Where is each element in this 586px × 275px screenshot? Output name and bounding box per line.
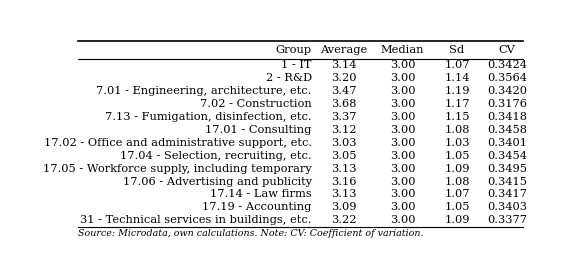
Text: 3.16: 3.16	[331, 177, 356, 186]
Text: 7.01 - Engineering, architecture, etc.: 7.01 - Engineering, architecture, etc.	[96, 86, 312, 96]
Text: 3.14: 3.14	[331, 60, 356, 70]
Text: 0.3458: 0.3458	[487, 125, 527, 135]
Text: 0.3418: 0.3418	[487, 112, 527, 122]
Text: Sd: Sd	[449, 45, 465, 55]
Text: 3.00: 3.00	[390, 164, 415, 174]
Text: 17.01 - Consulting: 17.01 - Consulting	[205, 125, 312, 135]
Text: 1.09: 1.09	[444, 164, 470, 174]
Text: 0.3415: 0.3415	[487, 177, 527, 186]
Text: 3.09: 3.09	[331, 202, 356, 212]
Text: 1.07: 1.07	[444, 189, 470, 199]
Text: 3.00: 3.00	[390, 202, 415, 212]
Text: 3.00: 3.00	[390, 138, 415, 148]
Text: 3.00: 3.00	[390, 215, 415, 225]
Text: 0.3424: 0.3424	[487, 60, 527, 70]
Text: 7.13 - Fumigation, disinfection, etc.: 7.13 - Fumigation, disinfection, etc.	[105, 112, 312, 122]
Text: 1.07: 1.07	[444, 60, 470, 70]
Text: 0.3417: 0.3417	[487, 189, 527, 199]
Text: 3.00: 3.00	[390, 112, 415, 122]
Text: 17.04 - Selection, recruiting, etc.: 17.04 - Selection, recruiting, etc.	[120, 151, 312, 161]
Text: 3.00: 3.00	[390, 73, 415, 83]
Text: 0.3401: 0.3401	[487, 138, 527, 148]
Text: 1.17: 1.17	[444, 99, 470, 109]
Text: Average: Average	[320, 45, 367, 55]
Text: 3.13: 3.13	[331, 164, 356, 174]
Text: 1.19: 1.19	[444, 86, 470, 96]
Text: 3.20: 3.20	[331, 73, 356, 83]
Text: 17.05 - Workforce supply, including temporary: 17.05 - Workforce supply, including temp…	[43, 164, 312, 174]
Text: 1.15: 1.15	[444, 112, 470, 122]
Text: 3.00: 3.00	[390, 151, 415, 161]
Text: 1.14: 1.14	[444, 73, 470, 83]
Text: 3.00: 3.00	[390, 99, 415, 109]
Text: 1.08: 1.08	[444, 177, 470, 186]
Text: 0.3377: 0.3377	[487, 215, 527, 225]
Text: 3.00: 3.00	[390, 86, 415, 96]
Text: 0.3176: 0.3176	[487, 99, 527, 109]
Text: 17.02 - Office and administrative support, etc.: 17.02 - Office and administrative suppor…	[43, 138, 312, 148]
Text: 17.14 - Law firms: 17.14 - Law firms	[210, 189, 312, 199]
Text: Source: Microdata, own calculations. Note: CV: Coefficient of variation.: Source: Microdata, own calculations. Not…	[78, 229, 423, 238]
Text: 3.00: 3.00	[390, 125, 415, 135]
Text: 0.3564: 0.3564	[487, 73, 527, 83]
Text: 3.12: 3.12	[331, 125, 356, 135]
Text: 2 - R&D: 2 - R&D	[265, 73, 312, 83]
Text: 17.19 - Accounting: 17.19 - Accounting	[202, 202, 312, 212]
Text: Group: Group	[275, 45, 312, 55]
Text: 31 - Technical services in buildings, etc.: 31 - Technical services in buildings, et…	[80, 215, 312, 225]
Text: 1 - IT: 1 - IT	[281, 60, 312, 70]
Text: 0.3495: 0.3495	[487, 164, 527, 174]
Text: 3.00: 3.00	[390, 177, 415, 186]
Text: 1.08: 1.08	[444, 125, 470, 135]
Text: 3.00: 3.00	[390, 189, 415, 199]
Text: 3.03: 3.03	[331, 138, 356, 148]
Text: 0.3454: 0.3454	[487, 151, 527, 161]
Text: 3.13: 3.13	[331, 189, 356, 199]
Text: 0.3420: 0.3420	[487, 86, 527, 96]
Text: 3.68: 3.68	[331, 99, 356, 109]
Text: 1.03: 1.03	[444, 138, 470, 148]
Text: 0.3403: 0.3403	[487, 202, 527, 212]
Text: 3.47: 3.47	[331, 86, 356, 96]
Text: 3.37: 3.37	[331, 112, 356, 122]
Text: Median: Median	[381, 45, 424, 55]
Text: 3.00: 3.00	[390, 60, 415, 70]
Text: 7.02 - Construction: 7.02 - Construction	[200, 99, 312, 109]
Text: CV: CV	[499, 45, 516, 55]
Text: 1.05: 1.05	[444, 151, 470, 161]
Text: 17.06 - Advertising and publicity: 17.06 - Advertising and publicity	[122, 177, 312, 186]
Text: 1.05: 1.05	[444, 202, 470, 212]
Text: 3.05: 3.05	[331, 151, 356, 161]
Text: 1.09: 1.09	[444, 215, 470, 225]
Text: 3.22: 3.22	[331, 215, 356, 225]
